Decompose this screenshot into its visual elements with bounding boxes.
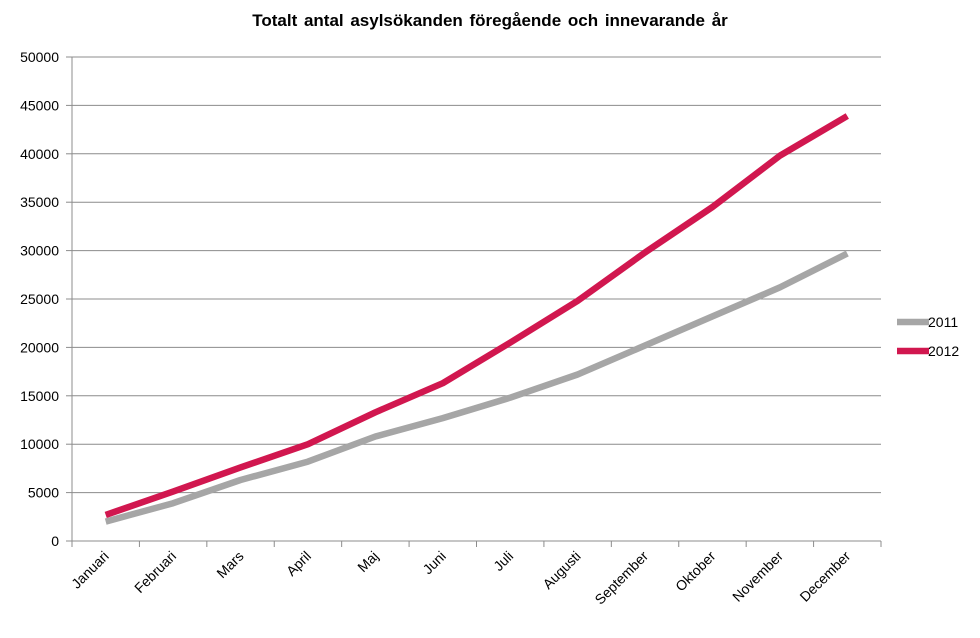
x-tick-label: Augusti bbox=[539, 548, 583, 592]
legend-label-2011: 2011 bbox=[928, 314, 958, 330]
x-tick-label: Oktober bbox=[672, 548, 719, 595]
legend-label-2012: 2012 bbox=[928, 343, 959, 359]
y-tick-label: 5000 bbox=[28, 485, 59, 501]
series-lines bbox=[104, 113, 849, 525]
series-line-2012 bbox=[104, 113, 849, 518]
y-tick-label: 0 bbox=[51, 533, 59, 549]
gridlines bbox=[72, 56, 881, 494]
y-axis-ticks: 0 5000 10000 15000 20000 25000 30000 35000 40000… bbox=[20, 49, 59, 549]
axes bbox=[66, 56, 882, 547]
x-axis-ticks: Januari Februari Mars April Maj Juni Juli Augus… bbox=[68, 548, 854, 608]
x-tick-label: Maj bbox=[354, 548, 381, 575]
x-tick-label: November bbox=[729, 548, 786, 605]
y-tick-label: 40000 bbox=[20, 146, 59, 162]
x-tick-label: December bbox=[796, 548, 853, 605]
x-tick-label: Mars bbox=[213, 548, 246, 581]
legend: 2011 2012 bbox=[897, 314, 959, 359]
x-tick-label: September bbox=[591, 548, 651, 608]
y-tick-label: 30000 bbox=[20, 243, 59, 259]
chart-title: Totalt antal asylsökanden föregående och… bbox=[252, 11, 728, 30]
x-tick-label: Januari bbox=[68, 548, 112, 592]
series-line-2011 bbox=[104, 250, 849, 525]
x-tick-label: Juni bbox=[419, 548, 448, 577]
y-tick-label: 50000 bbox=[20, 49, 59, 65]
y-tick-label: 10000 bbox=[20, 436, 59, 452]
x-tick-label: Februari bbox=[131, 548, 179, 596]
y-tick-label: 35000 bbox=[20, 194, 59, 210]
y-tick-label: 15000 bbox=[20, 388, 59, 404]
y-tick-label: 45000 bbox=[20, 97, 59, 113]
y-tick-label: 20000 bbox=[20, 339, 59, 355]
x-tick-label: Juli bbox=[490, 548, 516, 574]
x-tick-label: April bbox=[283, 548, 314, 579]
y-tick-label: 25000 bbox=[20, 291, 59, 307]
